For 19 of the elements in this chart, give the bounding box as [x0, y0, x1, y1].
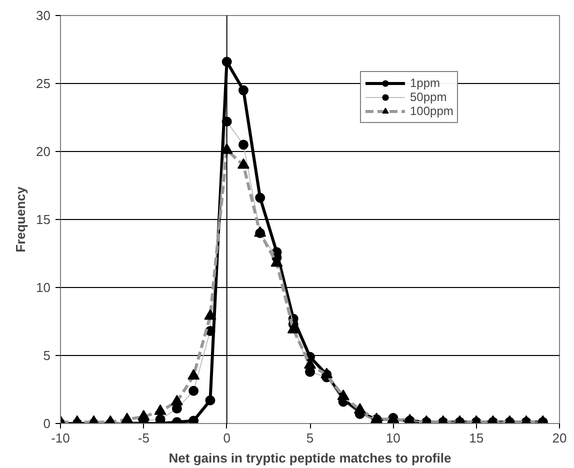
y-tick-label: 25: [36, 76, 51, 91]
x-tick-label: -10: [51, 430, 70, 446]
y-tick-label: 20: [36, 144, 51, 159]
y-tick-label: 30: [36, 8, 51, 23]
y-tick-label: 5: [43, 348, 51, 363]
x-tick-label: 15: [469, 430, 484, 446]
y-tick-label: 0: [43, 416, 51, 431]
x-tick-label: -5: [138, 430, 150, 446]
legend-label: 1ppm: [410, 76, 440, 90]
legend-label: 50ppm: [410, 90, 447, 104]
x-axis-title: Net gains in tryptic peptide matches to profile: [168, 450, 452, 466]
x-tick-label: 0: [223, 430, 230, 446]
x-tick-label: 5: [306, 430, 314, 446]
legend-label: 100ppm: [410, 104, 454, 118]
y-tick-label: 15: [36, 212, 51, 227]
y-tick-label: 10: [36, 280, 51, 295]
x-tick-label: 20: [552, 430, 567, 446]
y-axis-title: Frequency: [13, 186, 28, 252]
x-tick-label: 10: [386, 430, 400, 446]
